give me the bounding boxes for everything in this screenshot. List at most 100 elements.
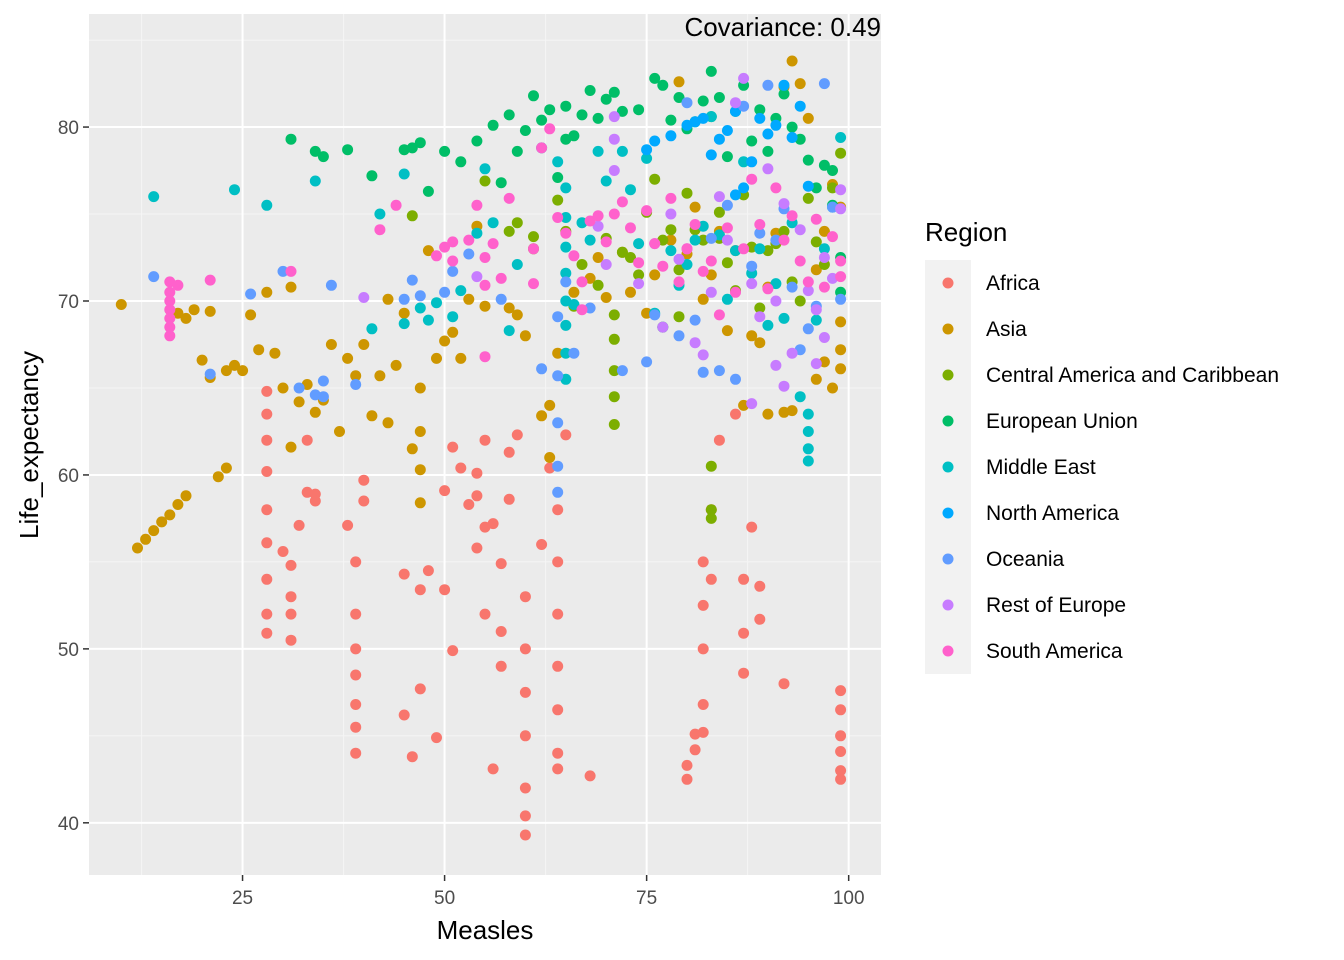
data-point bbox=[697, 599, 709, 611]
data-point bbox=[738, 243, 750, 255]
data-point bbox=[285, 559, 297, 571]
data-point bbox=[277, 546, 289, 557]
data-point bbox=[713, 92, 725, 103]
data-point bbox=[786, 132, 798, 143]
data-point bbox=[277, 382, 289, 394]
data-point bbox=[519, 591, 531, 603]
data-point bbox=[754, 243, 766, 255]
data-point bbox=[350, 699, 362, 710]
data-point bbox=[681, 243, 693, 255]
data-point bbox=[511, 145, 523, 157]
data-point bbox=[794, 255, 806, 267]
data-point bbox=[479, 608, 491, 620]
legend-key bbox=[942, 369, 954, 381]
data-point bbox=[697, 366, 709, 378]
data-point bbox=[414, 464, 426, 476]
data-point bbox=[665, 130, 677, 142]
data-point bbox=[705, 573, 717, 585]
data-point bbox=[657, 321, 669, 333]
data-point bbox=[164, 295, 176, 307]
data-point bbox=[366, 170, 378, 182]
data-point bbox=[746, 521, 758, 533]
data-point bbox=[754, 302, 766, 314]
data-point bbox=[754, 112, 766, 124]
data-point bbox=[366, 323, 378, 335]
data-point bbox=[374, 208, 386, 220]
data-point bbox=[835, 132, 847, 143]
data-point bbox=[730, 97, 741, 109]
data-point bbox=[633, 269, 645, 281]
data-point bbox=[544, 123, 556, 135]
data-point bbox=[471, 199, 483, 211]
data-point bbox=[398, 318, 410, 330]
data-point bbox=[802, 154, 814, 166]
data-point bbox=[665, 224, 677, 236]
data-point bbox=[261, 627, 273, 639]
data-point bbox=[600, 93, 612, 105]
data-point bbox=[528, 231, 539, 243]
data-point bbox=[366, 410, 378, 422]
data-point bbox=[786, 121, 798, 133]
data-point bbox=[762, 408, 774, 420]
data-point bbox=[560, 227, 572, 239]
data-point bbox=[673, 330, 685, 342]
data-point bbox=[495, 558, 507, 570]
data-point bbox=[738, 156, 750, 168]
data-point bbox=[794, 78, 806, 90]
data-point bbox=[608, 86, 620, 98]
data-point bbox=[552, 556, 564, 568]
y-axis-ticks: 40 50 60 70 80 bbox=[58, 118, 89, 835]
data-point bbox=[625, 252, 636, 263]
data-point bbox=[204, 305, 216, 317]
data-point bbox=[649, 269, 661, 281]
data-point bbox=[350, 669, 362, 681]
data-point bbox=[592, 220, 604, 232]
data-point bbox=[746, 156, 758, 168]
data-point bbox=[552, 460, 564, 472]
data-point bbox=[835, 184, 847, 196]
data-point bbox=[616, 365, 628, 377]
data-point bbox=[616, 246, 628, 258]
data-point bbox=[835, 316, 847, 328]
data-point bbox=[584, 770, 596, 782]
data-point bbox=[447, 326, 459, 338]
data-point bbox=[463, 248, 475, 260]
data-point bbox=[673, 253, 685, 265]
data-point bbox=[762, 319, 774, 331]
data-point bbox=[503, 225, 515, 237]
data-point bbox=[794, 391, 806, 403]
data-point bbox=[778, 312, 790, 324]
data-point bbox=[261, 537, 273, 549]
data-point bbox=[689, 314, 701, 326]
data-point bbox=[608, 165, 620, 176]
data-point bbox=[164, 330, 176, 342]
data-point bbox=[350, 747, 362, 759]
data-point bbox=[439, 335, 451, 347]
data-point bbox=[818, 225, 830, 237]
data-point bbox=[212, 471, 224, 483]
data-point bbox=[180, 312, 192, 324]
data-point bbox=[802, 180, 814, 192]
data-point bbox=[495, 293, 507, 305]
data-point bbox=[835, 765, 847, 777]
data-point bbox=[786, 55, 798, 67]
data-point bbox=[818, 159, 830, 171]
data-point bbox=[431, 250, 442, 262]
data-point bbox=[738, 182, 750, 194]
data-point bbox=[309, 145, 321, 157]
data-point bbox=[172, 279, 184, 291]
data-point bbox=[471, 490, 483, 502]
y-tick-label: 40 bbox=[58, 814, 79, 835]
data-point bbox=[552, 370, 564, 382]
data-point bbox=[810, 373, 822, 385]
legend-key bbox=[942, 599, 954, 611]
legend-items: Africa Asia Central America and Caribbean E… bbox=[942, 272, 1279, 663]
data-point bbox=[713, 206, 725, 218]
data-point bbox=[350, 379, 362, 390]
data-point bbox=[261, 466, 273, 477]
data-point bbox=[188, 304, 200, 316]
data-point bbox=[705, 232, 717, 244]
data-point bbox=[600, 236, 612, 248]
data-point bbox=[665, 234, 677, 246]
data-point bbox=[519, 810, 531, 822]
